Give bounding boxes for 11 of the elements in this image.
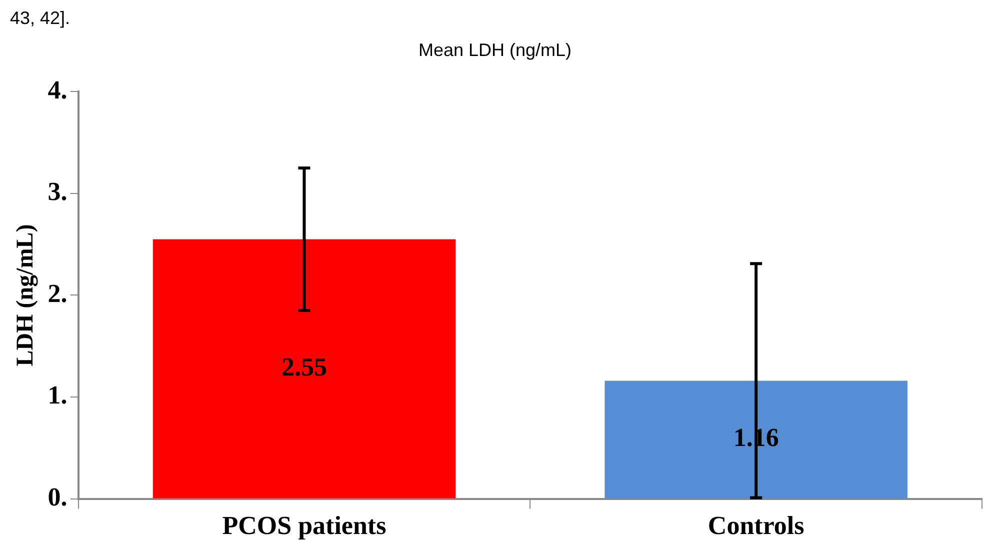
y-axis-title: LDH (ng/mL)	[12, 224, 39, 366]
chart-title: Mean LDH (ng/mL)	[418, 40, 572, 60]
y-tick-label: 1.	[48, 380, 68, 410]
y-tick-label: 4.	[48, 75, 68, 104]
text: 43, 42].	[10, 8, 70, 28]
y-tick-label: 2.	[48, 278, 68, 308]
data-label: 2.55	[281, 352, 327, 382]
y-tick-label: 3.	[48, 177, 68, 206]
x-tick-label: PCOS patients	[222, 511, 386, 540]
y-tick-label: 0.	[48, 482, 68, 512]
x-tick-label: Controls	[708, 511, 804, 540]
